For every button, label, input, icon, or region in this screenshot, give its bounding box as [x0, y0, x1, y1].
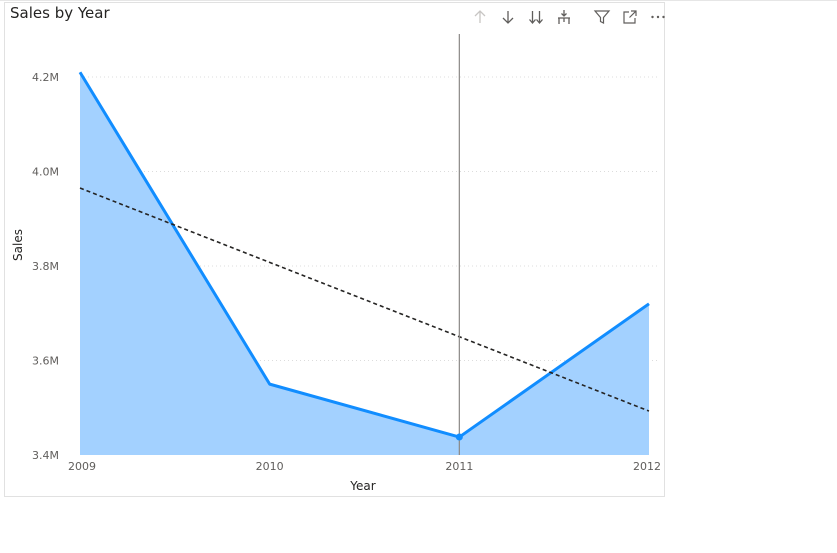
trend-line-layer	[79, 187, 650, 412]
focus-mode-icon[interactable]	[621, 8, 639, 26]
y-tick-label: 3.6M	[32, 355, 59, 368]
series-area-fill	[80, 72, 649, 456]
series-area	[78, 71, 650, 456]
y-axis-title: Sales	[11, 229, 25, 261]
hover-layer	[455, 34, 463, 455]
y-tick-label: 4.0M	[32, 166, 59, 179]
chart-title: Sales by Year	[10, 4, 110, 22]
x-tick-label: 2009	[68, 460, 96, 473]
y-tick-label: 3.4M	[32, 449, 59, 462]
x-tick-label: 2011	[445, 460, 473, 473]
more-options-icon[interactable]	[649, 8, 667, 26]
line-chart-visual[interactable]: Sales by Year 3.4M 3.6M 3.8M 4.0M 4.2M 2009 2…	[4, 2, 665, 497]
chart-plot-svg: 3.4M 3.6M 3.8M 4.0M 4.2M 2009 2010 2011 2012 Ye…	[11, 34, 661, 493]
trend-line	[79, 187, 650, 412]
y-tick-label: 4.2M	[32, 71, 59, 84]
y-axis-ticks: 3.4M 3.6M 3.8M 4.0M 4.2M	[32, 71, 59, 462]
expand-hierarchy-icon[interactable]	[555, 8, 573, 26]
arrow-down-icon[interactable]	[499, 8, 517, 26]
x-axis-title: Year	[349, 479, 375, 493]
hover-marker	[455, 433, 463, 441]
x-tick-label: 2010	[256, 460, 284, 473]
double-arrow-down-icon[interactable]	[527, 8, 545, 26]
page-top-rule	[0, 0, 837, 1]
series-line	[78, 71, 650, 439]
x-tick-label: 2012	[633, 460, 661, 473]
arrow-up-icon[interactable]	[471, 8, 489, 26]
y-tick-label: 3.8M	[32, 260, 59, 273]
filter-icon[interactable]	[593, 8, 611, 26]
x-axis-ticks: 2009 2010 2011 2012	[68, 460, 661, 473]
